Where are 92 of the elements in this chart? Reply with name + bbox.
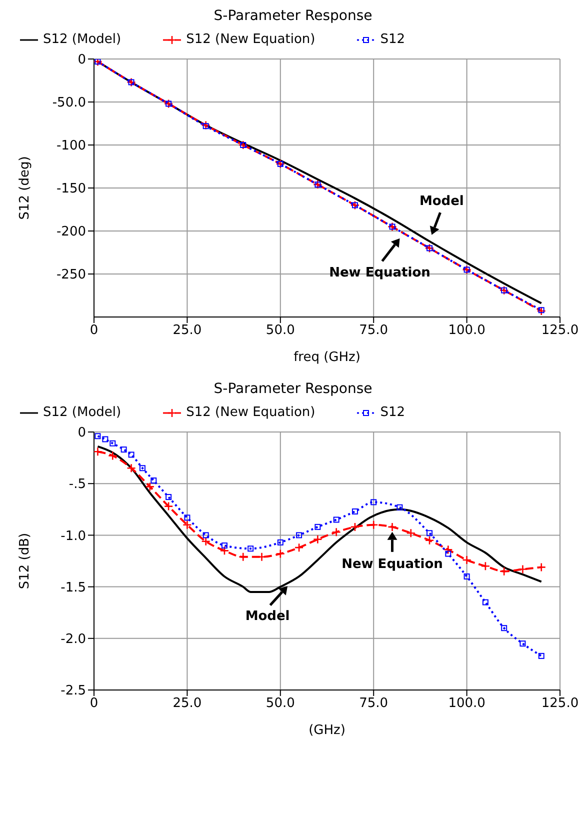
point	[426, 530, 433, 536]
point	[202, 532, 209, 538]
point	[294, 542, 304, 552]
point	[276, 549, 286, 558]
point	[518, 564, 528, 574]
y-tick-label: -50.0	[52, 96, 86, 111]
point	[120, 446, 127, 453]
point	[352, 508, 358, 514]
point	[313, 534, 322, 544]
annotation: New Equation	[329, 265, 430, 280]
y-tick-label: 0	[78, 52, 86, 68]
point	[368, 520, 378, 530]
y-tick-label: 0	[78, 426, 86, 441]
point	[184, 514, 190, 521]
point	[406, 528, 416, 538]
legend-label: S12 (Model)	[42, 32, 122, 47]
point	[126, 463, 136, 473]
x-tick-label: 100.0	[448, 696, 486, 712]
point	[536, 306, 546, 316]
point	[388, 522, 397, 532]
point	[145, 482, 155, 492]
point	[128, 452, 134, 458]
x-axis-title: freq (GHz)	[294, 350, 360, 365]
point	[424, 536, 434, 546]
point	[202, 123, 209, 130]
x-tick-label: 100.0	[448, 323, 486, 338]
point	[333, 516, 340, 523]
point	[248, 546, 254, 552]
legend-label: S12 (New Equation)	[185, 32, 316, 47]
point	[102, 436, 108, 442]
point	[110, 440, 116, 446]
point	[221, 542, 228, 549]
point	[536, 562, 546, 572]
y-tick-label: -150	[56, 182, 86, 197]
legend-label: S12	[379, 405, 406, 420]
annotation: Model	[245, 609, 290, 624]
point	[108, 451, 118, 460]
y-tick-label: -2.5	[60, 684, 86, 699]
x-tick-label: 0	[90, 323, 98, 338]
point	[482, 599, 488, 606]
x-tick-label: 125.0	[541, 696, 579, 712]
y-tick-label: -.5	[68, 477, 86, 492]
point	[201, 120, 210, 130]
point	[164, 502, 174, 511]
point	[396, 504, 403, 510]
point	[139, 465, 146, 472]
point	[296, 532, 302, 538]
annotation: New Equation	[342, 556, 443, 572]
point	[332, 527, 341, 537]
chart-title: S-Parameter Response	[212, 8, 374, 24]
x-tick-label: 75.0	[359, 696, 388, 712]
point	[538, 652, 544, 659]
point	[480, 562, 490, 571]
x-tick-label: 25.0	[172, 323, 202, 338]
y-axis-title: S12 (dB)	[18, 532, 33, 590]
annotation: Model	[419, 194, 464, 209]
legend-label: S12 (New Equation)	[185, 405, 316, 420]
point	[201, 536, 210, 546]
point	[445, 550, 452, 557]
point	[314, 524, 321, 530]
point	[538, 307, 544, 314]
x-tick-label: 0	[90, 696, 98, 712]
y-tick-label: -250	[56, 268, 86, 283]
point	[150, 478, 157, 484]
x-axis-title: (GHz)	[308, 723, 346, 738]
y-tick-label: -1.5	[60, 580, 86, 596]
legend-label: S12 (Model)	[42, 405, 122, 420]
y-tick-label: -200	[56, 224, 86, 240]
point	[370, 499, 377, 506]
chart-title: S-Parameter Response	[212, 381, 374, 397]
point	[94, 446, 102, 456]
point	[501, 625, 508, 632]
point	[464, 573, 470, 580]
x-tick-label: 50.0	[266, 323, 295, 338]
x-tick-label: 125.0	[541, 323, 579, 338]
y-tick-label: -100	[56, 138, 86, 154]
point	[220, 546, 230, 556]
x-tick-label: 75.0	[359, 323, 388, 338]
point	[350, 522, 360, 532]
legend-label: S12	[379, 32, 406, 47]
y-tick-label: -2.0	[60, 632, 86, 648]
y-axis-title: S12 (deg)	[18, 156, 33, 220]
point	[462, 555, 472, 565]
point	[94, 433, 101, 440]
x-tick-label: 50.0	[266, 696, 295, 712]
point	[520, 640, 526, 647]
point	[277, 539, 284, 546]
y-tick-label: -1.0	[60, 528, 86, 544]
x-tick-label: 25.0	[172, 696, 202, 712]
point	[444, 545, 453, 554]
point	[182, 520, 192, 530]
point	[166, 494, 172, 500]
